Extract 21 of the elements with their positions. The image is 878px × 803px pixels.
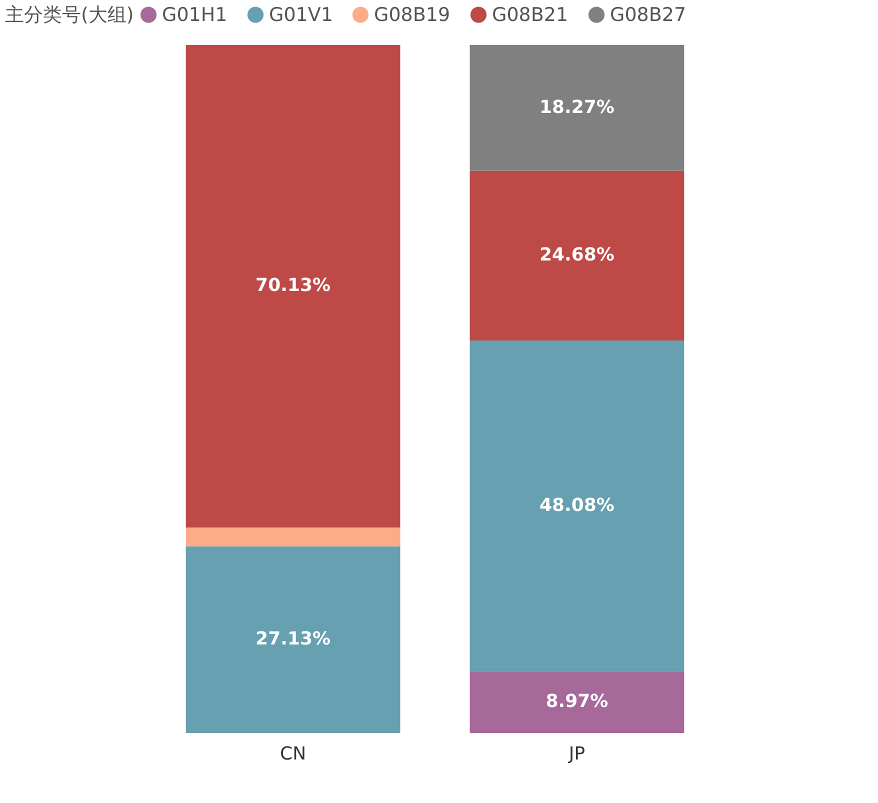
legend-label: G01V1 (269, 4, 333, 26)
legend-label: G08B19 (374, 4, 450, 26)
bar (186, 546, 400, 733)
bar (470, 45, 684, 171)
bar (186, 45, 400, 528)
data-label: 48.08% (539, 494, 614, 516)
bar (470, 671, 684, 733)
data-label: 70.13% (256, 275, 331, 296)
x-tick-label: CN (280, 744, 306, 764)
data-label: 18.27% (539, 96, 614, 118)
bar (470, 340, 684, 672)
data-label: 27.13% (256, 628, 331, 650)
bar (470, 170, 684, 340)
legend-label: G01H1 (162, 4, 228, 26)
legend-label: G08B27 (610, 4, 686, 26)
x-tick-label: JP (568, 744, 586, 764)
legend-title: 主分类号(大组) (5, 4, 134, 26)
data-label: 8.97% (546, 691, 608, 712)
data-label: 24.68% (539, 244, 614, 266)
legend-label: G08B21 (492, 4, 568, 26)
bar (186, 527, 400, 546)
